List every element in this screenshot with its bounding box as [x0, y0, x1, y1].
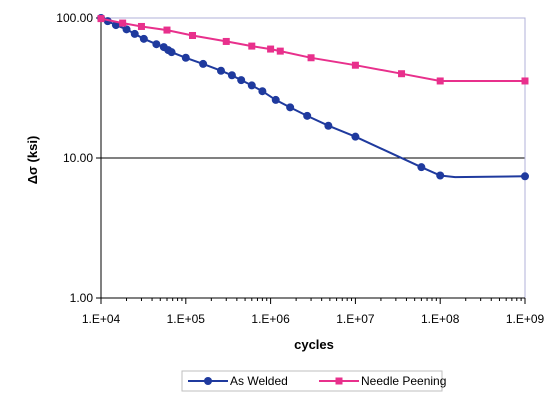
data-point — [521, 77, 529, 85]
data-point — [324, 121, 333, 130]
data-point — [303, 111, 312, 120]
y-tick-label: 100.00 — [56, 11, 93, 25]
data-point — [181, 53, 190, 62]
y-axis-label: Δσ (ksi) — [25, 136, 40, 185]
data-point — [436, 171, 445, 180]
data-point — [152, 40, 161, 49]
data-point — [137, 22, 145, 30]
data-point — [222, 37, 230, 45]
tick-labels: 1.00 10.00 100.00 1.E+04 1.E+05 1.E+06 1.E+07 1… — [56, 11, 544, 326]
x-axis-label: cycles — [294, 337, 334, 352]
data-point — [417, 163, 426, 172]
data-point — [398, 70, 406, 78]
data-point — [139, 34, 148, 43]
data-point — [189, 31, 197, 39]
data-point — [267, 45, 275, 53]
legend-swatch-marker — [204, 377, 212, 385]
data-point — [237, 76, 246, 85]
x-tick-label: 1.E+05 — [167, 312, 206, 326]
series-needle-peening — [97, 15, 529, 85]
data-point — [521, 172, 529, 181]
data-point — [122, 25, 131, 34]
data-point — [97, 15, 105, 23]
legend-swatch-marker — [335, 377, 343, 385]
legend-label: Needle Peening — [361, 374, 446, 388]
data-point — [199, 59, 208, 68]
data-point — [351, 61, 359, 69]
data-point — [351, 132, 360, 141]
y-tick-label: 10.00 — [63, 151, 93, 165]
data-point — [307, 54, 315, 62]
data-point — [227, 71, 236, 80]
x-tick-label: 1.E+07 — [336, 312, 375, 326]
data-point — [436, 77, 444, 85]
legend: As Welded Needle Peening — [181, 370, 446, 392]
series-line — [100, 17, 525, 82]
data-point — [163, 26, 171, 34]
data-point — [271, 95, 280, 104]
x-tick-label: 1.E+08 — [421, 312, 460, 326]
data-point — [276, 47, 284, 55]
data-point — [167, 48, 176, 57]
x-tick-label: 1.E+06 — [251, 312, 290, 326]
data-point — [248, 42, 256, 50]
data-point — [286, 103, 295, 112]
grid — [101, 17, 525, 159]
axes — [96, 17, 526, 304]
legend-box — [181, 370, 443, 392]
data-point — [216, 66, 225, 75]
series — [97, 14, 529, 181]
x-tick-label: 1.E+04 — [82, 312, 121, 326]
x-tick-label: 1.E+09 — [506, 312, 545, 326]
data-point — [258, 87, 267, 96]
data-point — [130, 29, 139, 38]
series-as-welded — [97, 14, 529, 181]
y-tick-label: 1.00 — [70, 291, 94, 305]
data-point — [247, 81, 256, 90]
series-line — [100, 17, 526, 179]
legend-label: As Welded — [230, 374, 288, 388]
data-point — [119, 19, 127, 27]
